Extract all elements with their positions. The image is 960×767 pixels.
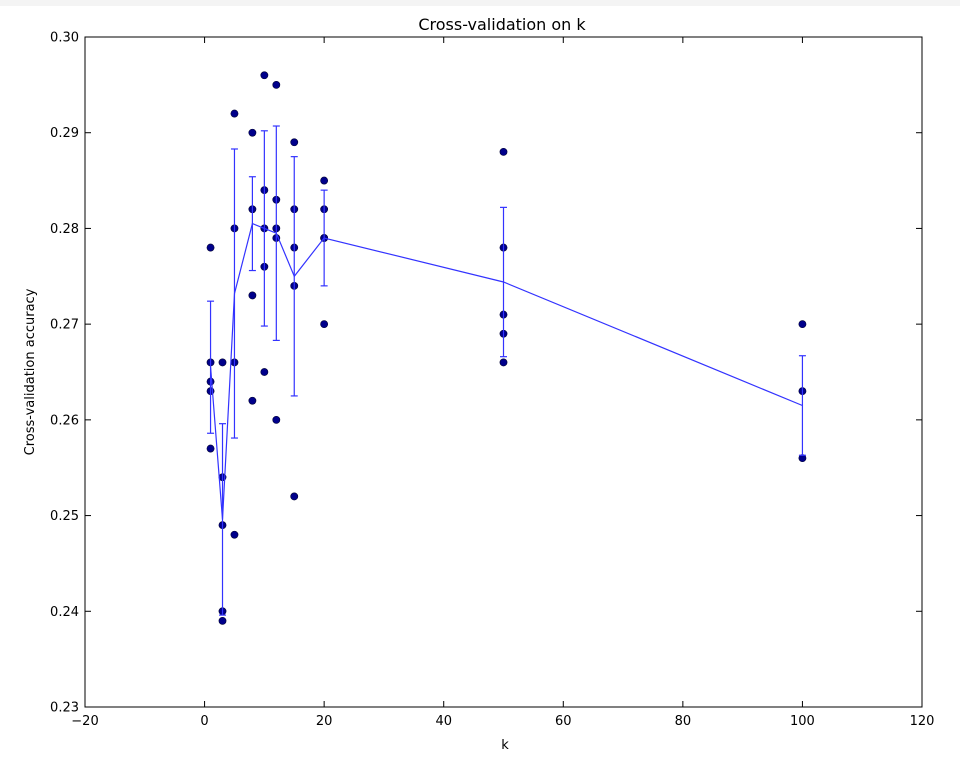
x-tick-label: 60 bbox=[555, 714, 572, 729]
y-tick-label: 0.24 bbox=[50, 605, 79, 620]
chart-title: Cross-validation on k bbox=[418, 15, 586, 34]
scatter-point bbox=[248, 291, 257, 300]
scatter-point bbox=[320, 176, 329, 185]
scatter-point bbox=[320, 320, 329, 329]
y-tick-label: 0.23 bbox=[50, 701, 79, 716]
x-tick-label: 120 bbox=[910, 714, 935, 729]
scatter-point bbox=[272, 80, 281, 89]
x-tick-label: −20 bbox=[71, 714, 98, 729]
scatter-point bbox=[260, 368, 269, 376]
y-tick-label: 0.30 bbox=[50, 31, 79, 46]
scatter-point bbox=[206, 444, 215, 453]
y-tick-label: 0.28 bbox=[50, 222, 79, 237]
scatter-point bbox=[272, 415, 281, 424]
scatter-point bbox=[798, 320, 807, 329]
y-tick-label: 0.25 bbox=[50, 509, 79, 524]
mean-line bbox=[210, 222, 803, 520]
scatter-point bbox=[230, 109, 239, 118]
scatter-point bbox=[290, 492, 299, 501]
x-tick-label: 0 bbox=[200, 714, 208, 729]
y-tick-label: 0.26 bbox=[50, 413, 79, 428]
scatter-point bbox=[499, 147, 508, 156]
scatter-point bbox=[248, 128, 257, 137]
x-tick-label: 40 bbox=[435, 714, 452, 729]
scatter-point bbox=[248, 396, 257, 405]
plot-frame bbox=[84, 36, 923, 708]
scatter-point bbox=[206, 243, 215, 252]
scatter-point bbox=[218, 616, 227, 625]
x-axis-label: k bbox=[501, 738, 509, 753]
scatter-point bbox=[290, 138, 299, 147]
top-strip bbox=[0, 0, 960, 6]
x-tick-label: 100 bbox=[790, 714, 815, 729]
x-tick-label: 20 bbox=[316, 714, 333, 729]
y-tick-label: 0.29 bbox=[50, 126, 79, 141]
y-axis-label: Cross-validation accuracy bbox=[23, 288, 38, 455]
x-tick-label: 80 bbox=[675, 714, 692, 729]
scatter-point bbox=[230, 530, 239, 539]
scatter-point bbox=[499, 358, 508, 367]
y-tick-label: 0.27 bbox=[50, 318, 79, 333]
scatter-point bbox=[260, 71, 269, 80]
chart-marks: −20 0 20 40 60 80 100 120 0.23 0.24 0.25 0.26 0.27 0.… bbox=[50, 31, 934, 730]
scatter-point bbox=[218, 358, 227, 367]
